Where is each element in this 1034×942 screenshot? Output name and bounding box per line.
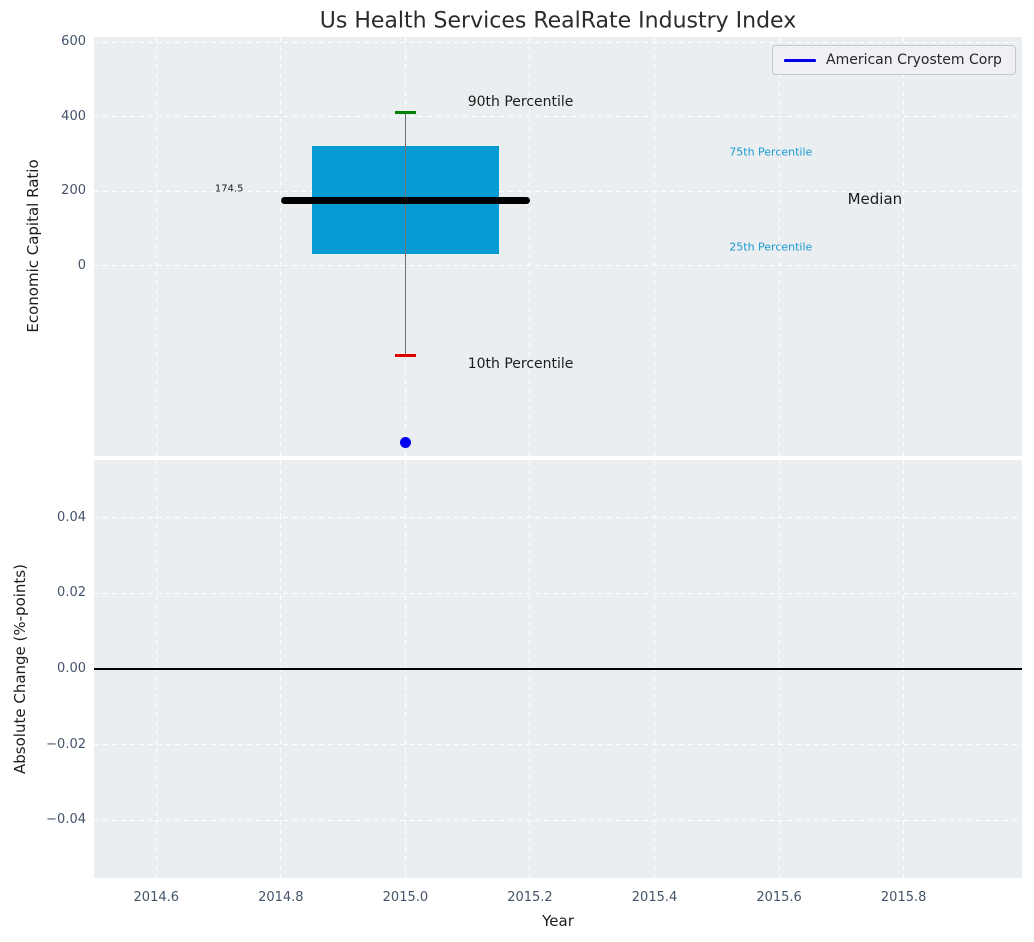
gridline-vertical xyxy=(778,37,780,456)
x-tick-label: 2015.2 xyxy=(507,890,553,905)
x-tick-label: 2015.8 xyxy=(880,890,927,905)
y-tick-label: 200 xyxy=(61,183,86,199)
legend: American Cryostem Corp xyxy=(772,45,1016,75)
gridline-horizontal xyxy=(94,265,1022,267)
gridline-horizontal xyxy=(94,592,1022,594)
y-tick-label: 0 xyxy=(77,257,86,273)
zero-line xyxy=(94,668,1022,670)
x-tick-label: 2015.4 xyxy=(631,890,678,905)
y-tick-label: 0.00 xyxy=(57,661,86,676)
gridline-horizontal xyxy=(94,819,1022,821)
chart-title: Us Health Services RealRate Industry Ind… xyxy=(319,8,797,34)
whisker-line xyxy=(404,112,406,356)
x-tick-label: 2014.6 xyxy=(133,890,180,905)
y-tick-label: 0.02 xyxy=(57,585,86,601)
median-line xyxy=(280,197,530,205)
gridline-horizontal xyxy=(94,41,1022,43)
company-point xyxy=(399,437,411,449)
gridline-vertical xyxy=(280,37,282,456)
y-tick-label: 600 xyxy=(61,34,86,50)
x-tick-label: 2015.0 xyxy=(382,890,429,905)
legend-line-icon xyxy=(784,58,816,62)
gridline-vertical xyxy=(903,37,905,456)
y-tick-label: −0.02 xyxy=(46,736,86,752)
y-tick-label: 400 xyxy=(61,108,86,124)
gridline-horizontal xyxy=(94,744,1022,746)
gridline-horizontal xyxy=(94,517,1022,519)
annotation-174-5: 174.5 xyxy=(214,183,244,195)
x-tick-label: 2014.8 xyxy=(258,890,304,905)
x-axis-label: Year xyxy=(542,912,574,930)
gridline-vertical xyxy=(155,37,157,456)
y-tick-label: −0.04 xyxy=(46,812,86,828)
annotation-10th-percentile: 10th Percentile xyxy=(467,355,574,372)
y-tick-label: 0.04 xyxy=(57,509,86,525)
cap-10th-percentile xyxy=(394,353,416,357)
gridline-horizontal xyxy=(94,116,1022,118)
x-tick-label: 2015.6 xyxy=(756,890,802,905)
top-axes-economic-capital-ratio xyxy=(94,37,1022,456)
gridline-horizontal xyxy=(94,190,1022,192)
cap-90th-percentile xyxy=(394,111,416,115)
annotation-25th-percentile: 25th Percentile xyxy=(729,240,813,254)
annotation-90th-percentile: 90th Percentile xyxy=(467,93,574,110)
gridline-vertical xyxy=(654,37,656,456)
gridline-vertical xyxy=(529,37,531,456)
annotation-75th-percentile: 75th Percentile xyxy=(729,145,813,159)
legend-label: American Cryostem Corp xyxy=(826,52,1002,68)
annotation-median: Median xyxy=(847,190,903,209)
